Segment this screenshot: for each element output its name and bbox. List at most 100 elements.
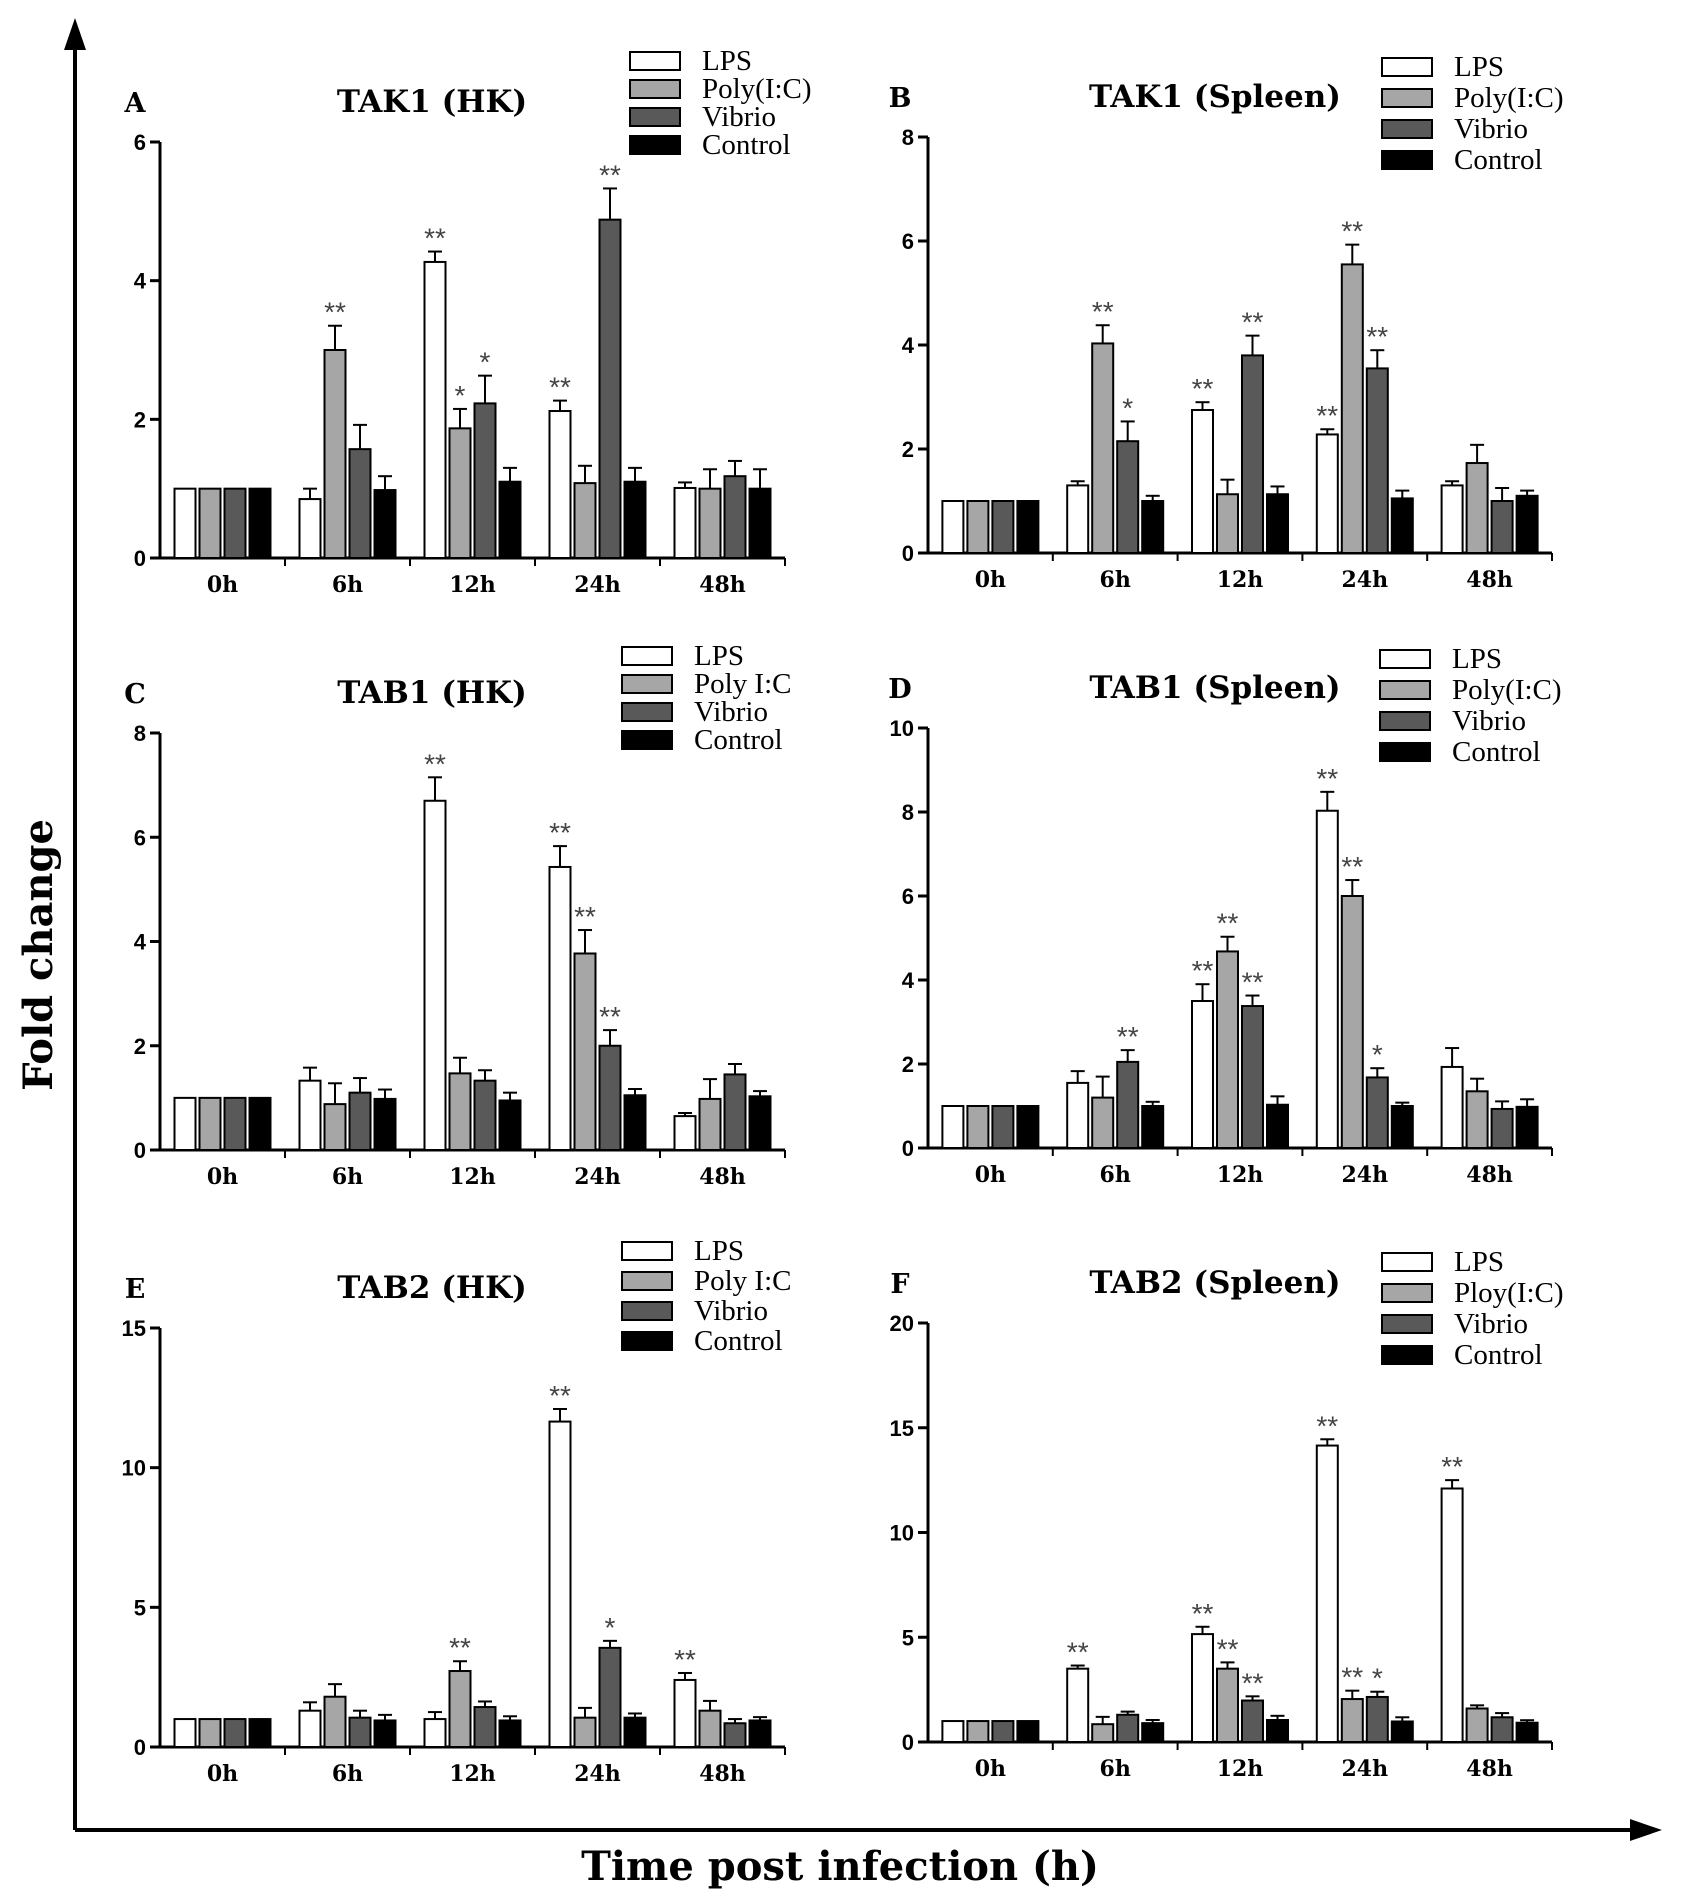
significance-marker: ** xyxy=(1117,1021,1139,1052)
x-tick-label: 0h xyxy=(975,567,1006,593)
legend-swatch-control xyxy=(1379,742,1431,762)
y-tick-label: 4 xyxy=(134,930,147,955)
y-tick-label: 0 xyxy=(902,541,914,566)
bar-lps xyxy=(673,1678,697,1748)
legend-label: LPS xyxy=(1454,1246,1504,1278)
x-tick-label: 12h xyxy=(1217,567,1264,593)
bar-lps xyxy=(548,1420,572,1748)
bar-control xyxy=(1141,500,1165,554)
bar-poly xyxy=(448,1670,472,1749)
panel-title: TAB1 (HK) xyxy=(337,675,527,711)
significance-marker: * xyxy=(1372,1663,1383,1694)
bar-vibrio xyxy=(1490,1716,1514,1744)
bar-lps xyxy=(1191,409,1214,554)
bar-vibrio xyxy=(598,218,622,560)
bar-lps xyxy=(298,1079,322,1151)
legend-label: Vibrio xyxy=(1452,705,1526,737)
x-tick-label: 48h xyxy=(699,1761,746,1787)
panel-letter: D xyxy=(888,674,911,705)
bar-control xyxy=(748,1719,772,1749)
significance-marker: ** xyxy=(1341,1662,1363,1693)
significance-marker: * xyxy=(1372,1039,1383,1070)
bar-control xyxy=(248,1718,272,1748)
y-tick-label: 5 xyxy=(134,1595,146,1620)
significance-marker: * xyxy=(1122,392,1133,423)
legend-swatch-control xyxy=(621,1331,673,1351)
y-tick-label: 2 xyxy=(902,1052,914,1077)
significance-marker: ** xyxy=(1192,955,1214,986)
x-tick-label: 48h xyxy=(1466,1756,1513,1782)
bar-poly xyxy=(323,349,347,559)
significance-marker: ** xyxy=(1366,321,1388,352)
legend-swatch-poly xyxy=(629,79,681,99)
x-tick-label: 12h xyxy=(449,1761,496,1787)
x-tick-label: 6h xyxy=(1100,1162,1131,1188)
bar-poly xyxy=(1465,1090,1489,1150)
x-tick-label: 48h xyxy=(699,572,746,598)
legend-swatch-control xyxy=(621,730,673,750)
bar-vibrio xyxy=(223,487,247,559)
bar-vibrio xyxy=(473,402,497,559)
bar-poly xyxy=(1465,462,1489,555)
bar-poly xyxy=(323,1103,347,1152)
bar-control xyxy=(1515,1721,1539,1743)
x-tick-label: 6h xyxy=(332,1164,363,1190)
panel-letter: A xyxy=(124,88,147,119)
legend-label: Control xyxy=(1452,736,1541,768)
panel-title: TAK1 (HK) xyxy=(337,84,527,120)
significance-marker: ** xyxy=(1242,967,1264,998)
y-tick-label: 10 xyxy=(890,716,914,741)
significance-marker: ** xyxy=(1217,1633,1239,1664)
bar-vibrio xyxy=(1241,1005,1264,1149)
y-tick-label: 15 xyxy=(122,1316,146,1341)
bar-vibrio xyxy=(1365,1076,1389,1149)
y-tick-label: 8 xyxy=(902,800,914,825)
x-tick-label: 12h xyxy=(1217,1162,1264,1188)
figure-y-axis-label: Fold change xyxy=(15,819,62,1091)
bar-control xyxy=(1266,1103,1289,1149)
y-tick-label: 0 xyxy=(134,1735,146,1760)
bar-lps xyxy=(941,1720,965,1744)
bar-vibrio xyxy=(473,1079,497,1151)
bar-poly xyxy=(1340,263,1364,554)
legend-label: Vibrio xyxy=(694,1295,768,1327)
bar-vibrio xyxy=(723,475,747,560)
bar-control xyxy=(623,1716,647,1749)
legend-swatch-poly xyxy=(1381,88,1433,108)
bar-poly xyxy=(1465,1707,1489,1743)
significance-marker: * xyxy=(605,1612,616,1643)
y-tick-label: 10 xyxy=(890,1521,914,1546)
bar-poly xyxy=(698,1709,722,1748)
bar-poly xyxy=(198,1096,222,1151)
y-tick-label: 4 xyxy=(134,269,147,294)
bar-poly xyxy=(198,487,222,559)
legend-label: Vibrio xyxy=(1454,113,1528,145)
bar-control xyxy=(498,480,522,560)
y-tick-label: 4 xyxy=(902,968,915,993)
y-tick-label: 2 xyxy=(134,407,146,432)
y-tick-label: 8 xyxy=(902,125,914,150)
figure-x-axis-arrow xyxy=(75,1819,1662,1841)
legend-label: Poly I:C xyxy=(694,668,792,700)
legend-swatch-lps xyxy=(1381,57,1433,77)
panel-letter: E xyxy=(125,1274,146,1305)
legend-swatch-vibrio xyxy=(621,702,673,722)
bar-vibrio xyxy=(1116,440,1140,555)
bar-poly xyxy=(698,1097,722,1151)
bar-lps xyxy=(673,1115,697,1152)
bar-poly xyxy=(573,952,597,1152)
panel-letter: C xyxy=(124,679,146,710)
significance-marker: ** xyxy=(1192,373,1214,404)
bar-poly xyxy=(1216,1667,1239,1744)
x-tick-label: 12h xyxy=(449,572,496,598)
bar-control xyxy=(498,1719,522,1749)
bar-lps xyxy=(423,260,447,559)
bar-control xyxy=(1016,1720,1040,1744)
bar-vibrio xyxy=(1365,367,1389,554)
y-tick-label: 5 xyxy=(902,1625,914,1650)
